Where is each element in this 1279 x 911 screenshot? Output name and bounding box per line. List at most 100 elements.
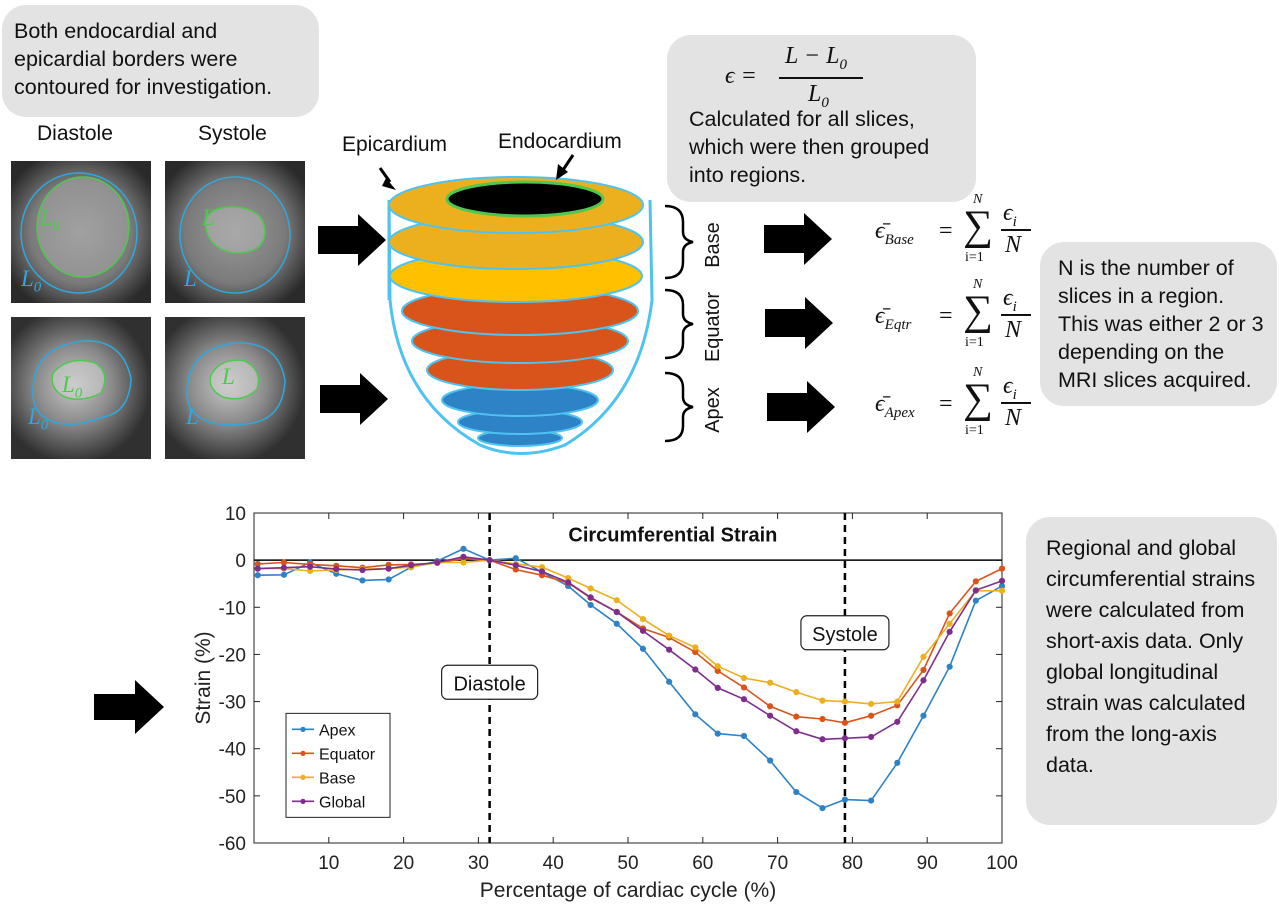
strain-formula-lhs: ϵ = <box>725 63 757 89</box>
phase-label-box-systole <box>800 615 890 651</box>
data-point-apex <box>613 620 620 627</box>
data-point-global <box>740 696 748 703</box>
data-point-equator <box>740 684 748 691</box>
y-tick-label: -30 <box>219 693 246 714</box>
equation-base: ϵ̄Base = N ∑ i=1 ϵi N <box>875 192 1035 268</box>
data-point-base <box>639 615 647 623</box>
series-line-global <box>257 555 1003 741</box>
x-tick-label: 40 <box>543 853 564 874</box>
data-point-global <box>894 718 901 725</box>
data-point-apex <box>639 645 647 652</box>
legend-entry-base: Base <box>319 770 356 787</box>
data-point-apex <box>972 597 979 604</box>
data-point-base <box>793 689 800 696</box>
data-point-apex <box>666 678 673 685</box>
systole-column-label: Systole <box>198 122 267 145</box>
inner-contour-label-L0-diastole-base: L0 <box>40 205 61 235</box>
data-point-base <box>740 674 748 682</box>
data-point-apex <box>692 711 699 718</box>
inner-contour-label-L0-diastole-apex: L0 <box>62 372 83 402</box>
data-point-equator <box>793 713 800 720</box>
data-point-equator <box>998 565 1006 572</box>
data-point-apex <box>740 732 748 740</box>
data-point-base <box>946 620 953 627</box>
x-tick-label: 80 <box>842 853 863 874</box>
right-arrow-icon <box>764 213 832 265</box>
regional-note-text: Regional and global circumferential stra… <box>1046 536 1256 777</box>
legend-entry-apex: Apex <box>319 722 355 739</box>
equator-brace <box>664 288 694 360</box>
outer-contour-label-L0-diastole-base: L0 <box>21 266 42 296</box>
data-point-global <box>666 646 673 653</box>
data-point-equator <box>819 715 826 723</box>
data-point-apex <box>767 757 774 764</box>
data-point-base <box>920 653 927 660</box>
right-arrow-icon <box>94 680 164 734</box>
apex-brace <box>664 371 694 443</box>
right-arrow-icon <box>767 381 835 433</box>
data-point-base <box>460 559 467 566</box>
numerator-text: L − L <box>785 43 840 69</box>
data-point-apex <box>841 796 849 803</box>
outer-contour-label-L-systole-apex: L <box>186 404 199 429</box>
y-tick-label: -20 <box>219 645 246 666</box>
y-tick-label: 0 <box>235 551 246 572</box>
endocardial-contour <box>204 206 266 254</box>
phase-label-systole: Systole <box>812 624 878 646</box>
base-region-label: Base <box>702 222 724 268</box>
endocardial-contour <box>209 359 260 400</box>
diastole-column-label: Diastole <box>37 122 113 145</box>
data-point-apex <box>460 545 467 552</box>
inner-contour-label-L-systole-base: L <box>202 205 215 230</box>
data-point-global <box>254 565 261 572</box>
strain-formula-numerator: L − L0 <box>785 43 847 74</box>
data-point-equator <box>767 703 774 710</box>
data-point-global <box>359 566 366 574</box>
data-point-global <box>841 735 849 742</box>
equator-region-label: Equator <box>702 292 724 362</box>
epicardium-pointer-arrow-icon <box>378 167 396 190</box>
data-point-base <box>841 698 849 705</box>
data-point-apex <box>587 601 594 609</box>
data-point-equator <box>868 712 875 719</box>
data-point-base <box>767 679 774 686</box>
regional-note: Regional and global circumferential stra… <box>1026 517 1277 825</box>
data-point-global <box>972 587 979 594</box>
data-point-global <box>407 562 415 569</box>
data-point-apex <box>714 730 721 737</box>
contour-note: Both endocardial and epicardial borders … <box>2 5 319 117</box>
legend-marker-equator <box>300 750 306 756</box>
data-point-base <box>868 700 875 708</box>
strain-formula: ϵ = L − L0 L0 <box>725 43 945 113</box>
x-tick-label: 70 <box>767 853 788 874</box>
chart-title: Circumferential Strain <box>568 524 777 546</box>
x-tick-label: 10 <box>318 853 339 874</box>
n-note-text: N is the number of slices in a region. T… <box>1058 256 1264 392</box>
data-point-global <box>280 564 288 571</box>
data-point-base <box>613 597 620 604</box>
epicardial-contour <box>186 342 286 426</box>
data-point-apex <box>512 555 519 562</box>
data-point-base <box>666 632 673 639</box>
series-line-equator <box>257 557 1003 724</box>
equation-apex: ϵ̄Apex = N ∑ i=1 ϵi N <box>875 365 1035 441</box>
outer-contour-label-L0-diastole-apex: L0 <box>28 404 49 434</box>
y-tick-label: -60 <box>219 834 246 855</box>
ventricle-outline <box>387 199 654 455</box>
data-point-global <box>587 594 594 601</box>
endocardium-pointer-arrow-icon <box>556 154 575 180</box>
x-tick-label: 90 <box>917 853 938 874</box>
endocardium-lumen <box>445 180 605 218</box>
data-point-base <box>894 698 901 705</box>
legend-marker-global <box>300 798 306 804</box>
x-tick-label: 60 <box>692 853 713 874</box>
x-tick-label: 100 <box>986 853 1018 874</box>
data-point-global <box>613 608 620 616</box>
y-tick-label: -10 <box>219 598 246 619</box>
slices-note-text: Calculated for all slices, which were th… <box>689 107 930 187</box>
outer-contour-label-L-systole-base: L <box>184 266 197 291</box>
data-point-global <box>692 666 699 673</box>
